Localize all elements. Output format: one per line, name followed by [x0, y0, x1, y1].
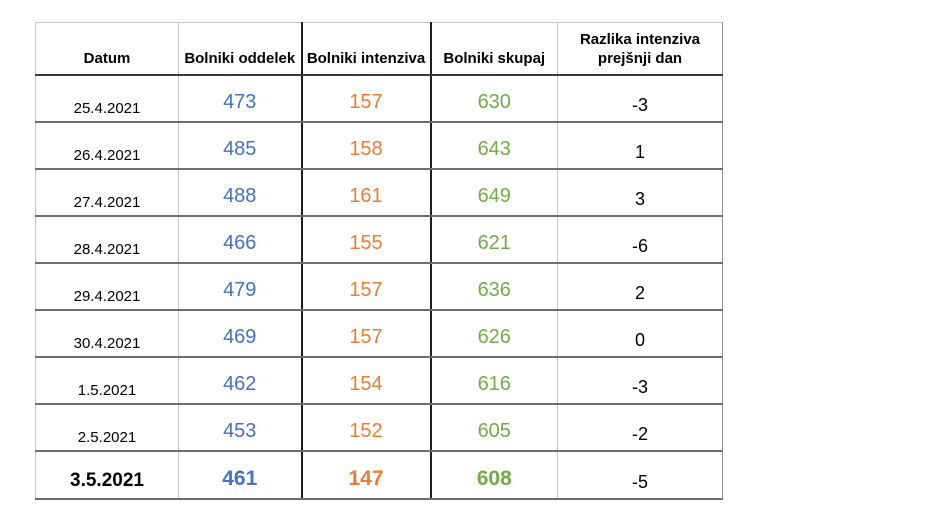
cell-razlika: -2	[557, 403, 723, 452]
cell-skupaj: 621	[429, 215, 558, 264]
table-row: 27.4.2021 488 161 649 3	[35, 168, 723, 217]
table-row: 26.4.2021 485 158 643 1	[35, 121, 723, 170]
cell-oddelek: 469	[178, 309, 302, 358]
table-row: 28.4.2021 466 155 621 -6	[35, 215, 723, 264]
cell-skupaj: 636	[429, 262, 558, 311]
cell-oddelek: 453	[178, 403, 302, 452]
cell-intenziva: 158	[300, 121, 431, 170]
cell-skupaj: 630	[429, 74, 558, 123]
cell-oddelek: 479	[178, 262, 302, 311]
cell-datum: 30.4.2021	[35, 309, 179, 358]
cell-razlika: -3	[557, 74, 723, 123]
cell-skupaj: 605	[429, 403, 558, 452]
cell-datum: 26.4.2021	[35, 121, 179, 170]
cell-oddelek: 462	[178, 356, 302, 405]
cell-intenziva: 147	[300, 450, 431, 500]
cell-datum: 29.4.2021	[35, 262, 179, 311]
cell-oddelek: 473	[178, 74, 302, 123]
cell-intenziva: 157	[300, 74, 431, 123]
cell-intenziva: 157	[300, 262, 431, 311]
cell-oddelek: 488	[178, 168, 302, 217]
cell-oddelek: 466	[178, 215, 302, 264]
table-row: 1.5.2021 462 154 616 -3	[35, 356, 723, 405]
cell-intenziva: 157	[300, 309, 431, 358]
cell-datum: 27.4.2021	[35, 168, 179, 217]
cell-razlika: -3	[557, 356, 723, 405]
patients-table: Datum Bolniki oddelek Bolniki intenziva …	[35, 22, 723, 500]
cell-datum: 28.4.2021	[35, 215, 179, 264]
table-row: 29.4.2021 479 157 636 2	[35, 262, 723, 311]
cell-razlika: 1	[557, 121, 723, 170]
table-row: 25.4.2021 473 157 630 -3	[35, 74, 723, 123]
column-header-razlika: Razlika intenziva prejšnji dan	[557, 22, 723, 76]
table-row-latest-bold: 3.5.2021 461 147 608 -5	[35, 450, 723, 500]
table-row: 2.5.2021 453 152 605 -2	[35, 403, 723, 452]
cell-razlika: -6	[557, 215, 723, 264]
cell-datum: 25.4.2021	[35, 74, 179, 123]
cell-intenziva: 161	[300, 168, 431, 217]
column-header-intenziva: Bolniki intenziva	[300, 22, 431, 76]
patients-table-wrap: Datum Bolniki oddelek Bolniki intenziva …	[35, 22, 723, 500]
cell-razlika: -5	[557, 450, 723, 500]
cell-intenziva: 154	[300, 356, 431, 405]
table-row: 30.4.2021 469 157 626 0	[35, 309, 723, 358]
cell-intenziva: 152	[300, 403, 431, 452]
column-header-skupaj: Bolniki skupaj	[429, 22, 558, 76]
cell-skupaj: 608	[429, 450, 558, 500]
table-header-row: Datum Bolniki oddelek Bolniki intenziva …	[35, 22, 723, 76]
cell-datum: 3.5.2021	[35, 450, 179, 500]
cell-oddelek: 485	[178, 121, 302, 170]
cell-razlika: 3	[557, 168, 723, 217]
cell-razlika: 0	[557, 309, 723, 358]
column-header-oddelek: Bolniki oddelek	[178, 22, 302, 76]
cell-datum: 1.5.2021	[35, 356, 179, 405]
cell-skupaj: 643	[429, 121, 558, 170]
cell-razlika: 2	[557, 262, 723, 311]
cell-skupaj: 649	[429, 168, 558, 217]
cell-skupaj: 616	[429, 356, 558, 405]
cell-oddelek: 461	[178, 450, 302, 500]
column-header-datum: Datum	[35, 22, 179, 76]
cell-datum: 2.5.2021	[35, 403, 179, 452]
cell-intenziva: 155	[300, 215, 431, 264]
cell-skupaj: 626	[429, 309, 558, 358]
